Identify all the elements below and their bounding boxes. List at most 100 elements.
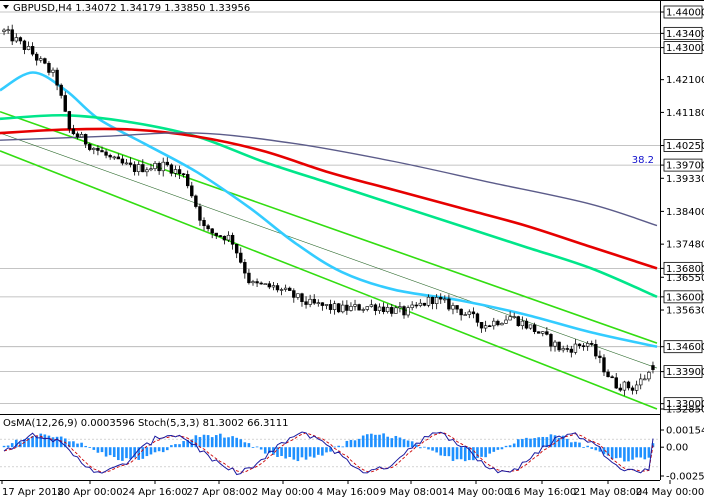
time-label: 20 Apr 00:00 <box>57 487 122 498</box>
candle-body <box>47 62 51 73</box>
candle-body <box>573 343 578 353</box>
candle-body <box>112 156 116 159</box>
osma-bar <box>521 438 524 448</box>
osma-bar <box>235 437 238 448</box>
collapse-triangle-icon[interactable] <box>3 5 9 9</box>
candle-body <box>304 301 308 305</box>
osma-bar <box>239 439 243 448</box>
price-label-box <box>663 365 703 379</box>
candle-body <box>549 334 553 347</box>
osma-bar <box>108 447 112 456</box>
price-label: 1.35630 <box>666 306 704 317</box>
candle-body <box>18 37 23 42</box>
osma-bar <box>553 435 557 448</box>
candle-body <box>590 343 594 345</box>
price-label-box <box>663 41 703 55</box>
candle-body <box>181 173 186 176</box>
osma-bar <box>284 447 287 459</box>
osma-bar <box>10 443 14 448</box>
osma-bar <box>321 447 324 456</box>
osma-bar <box>145 447 149 457</box>
osma-bar <box>423 446 426 448</box>
indicator-axis-label: 0.00 <box>666 443 688 454</box>
osma-bar <box>631 447 634 460</box>
candle-body <box>634 384 639 391</box>
candle-body <box>602 357 606 373</box>
osma-bar <box>370 433 373 448</box>
price-label-box <box>663 5 703 19</box>
price-label-box <box>663 340 703 354</box>
candle-body <box>312 298 316 304</box>
candle-body <box>618 387 623 391</box>
candle-body <box>398 306 402 309</box>
osma-bar <box>165 447 169 451</box>
candle-body <box>390 307 394 314</box>
price-label: 1.44000 <box>666 8 704 19</box>
osma-bar <box>431 447 434 451</box>
candle-body <box>300 293 304 302</box>
candle-body <box>492 320 496 327</box>
time-label: 27 Apr 08:00 <box>186 487 251 498</box>
candle-body <box>132 164 137 172</box>
candle-body <box>394 307 398 314</box>
osma-bar <box>574 441 577 448</box>
candle-body <box>194 195 198 207</box>
osma-bar <box>365 434 369 448</box>
candle-body <box>34 53 39 61</box>
candle-body <box>198 206 202 221</box>
osma-bar <box>68 441 71 448</box>
osma-bar <box>259 447 263 450</box>
osma-bar <box>194 435 198 448</box>
candle-body <box>365 306 369 310</box>
candle-body <box>479 322 484 329</box>
osma-bar <box>186 440 189 448</box>
trend-channel <box>0 110 658 410</box>
osma-bar <box>565 438 569 448</box>
candle-body <box>124 162 129 165</box>
osma-bar <box>419 447 422 449</box>
osma-bar <box>627 447 630 462</box>
osma-bar <box>602 447 606 455</box>
candle-body <box>639 378 643 386</box>
candle-body <box>59 84 63 96</box>
candle-body <box>357 304 361 311</box>
osma-bar <box>496 447 500 450</box>
candle-body <box>508 316 512 321</box>
osma-bar <box>406 440 410 448</box>
price-label-box <box>663 397 703 411</box>
osma-bar <box>500 447 504 450</box>
moving-average-line <box>0 113 658 298</box>
osma-bar <box>329 447 332 452</box>
osma-bar <box>104 447 108 457</box>
osma-bar <box>133 447 136 458</box>
osma-bar <box>14 439 18 448</box>
candle-body <box>381 306 386 313</box>
candle-body <box>247 272 251 284</box>
candle-body <box>308 298 312 305</box>
candle-body <box>26 46 31 50</box>
osma-bar <box>484 447 487 458</box>
candle-body <box>647 371 651 380</box>
osma-bar <box>206 435 210 448</box>
candle-body <box>418 302 423 306</box>
osma-bar <box>125 447 128 459</box>
osma-bar <box>312 447 316 458</box>
osma-bar <box>39 433 43 448</box>
candle-body <box>14 37 18 42</box>
moving-average-line <box>0 71 658 348</box>
time-label: 14 May 00:00 <box>442 487 511 498</box>
osma-bar <box>214 435 218 448</box>
time-label: 24 May 00:00 <box>636 487 704 498</box>
osma-bar <box>439 447 443 456</box>
price-label: 1.42100 <box>666 75 704 86</box>
osma-bar <box>463 447 467 462</box>
candle-body <box>434 297 439 304</box>
channel-line <box>0 150 658 410</box>
osma-bar <box>84 445 87 448</box>
osma-bar <box>402 439 406 448</box>
candle-body <box>524 320 529 329</box>
osma-bar <box>92 447 96 450</box>
